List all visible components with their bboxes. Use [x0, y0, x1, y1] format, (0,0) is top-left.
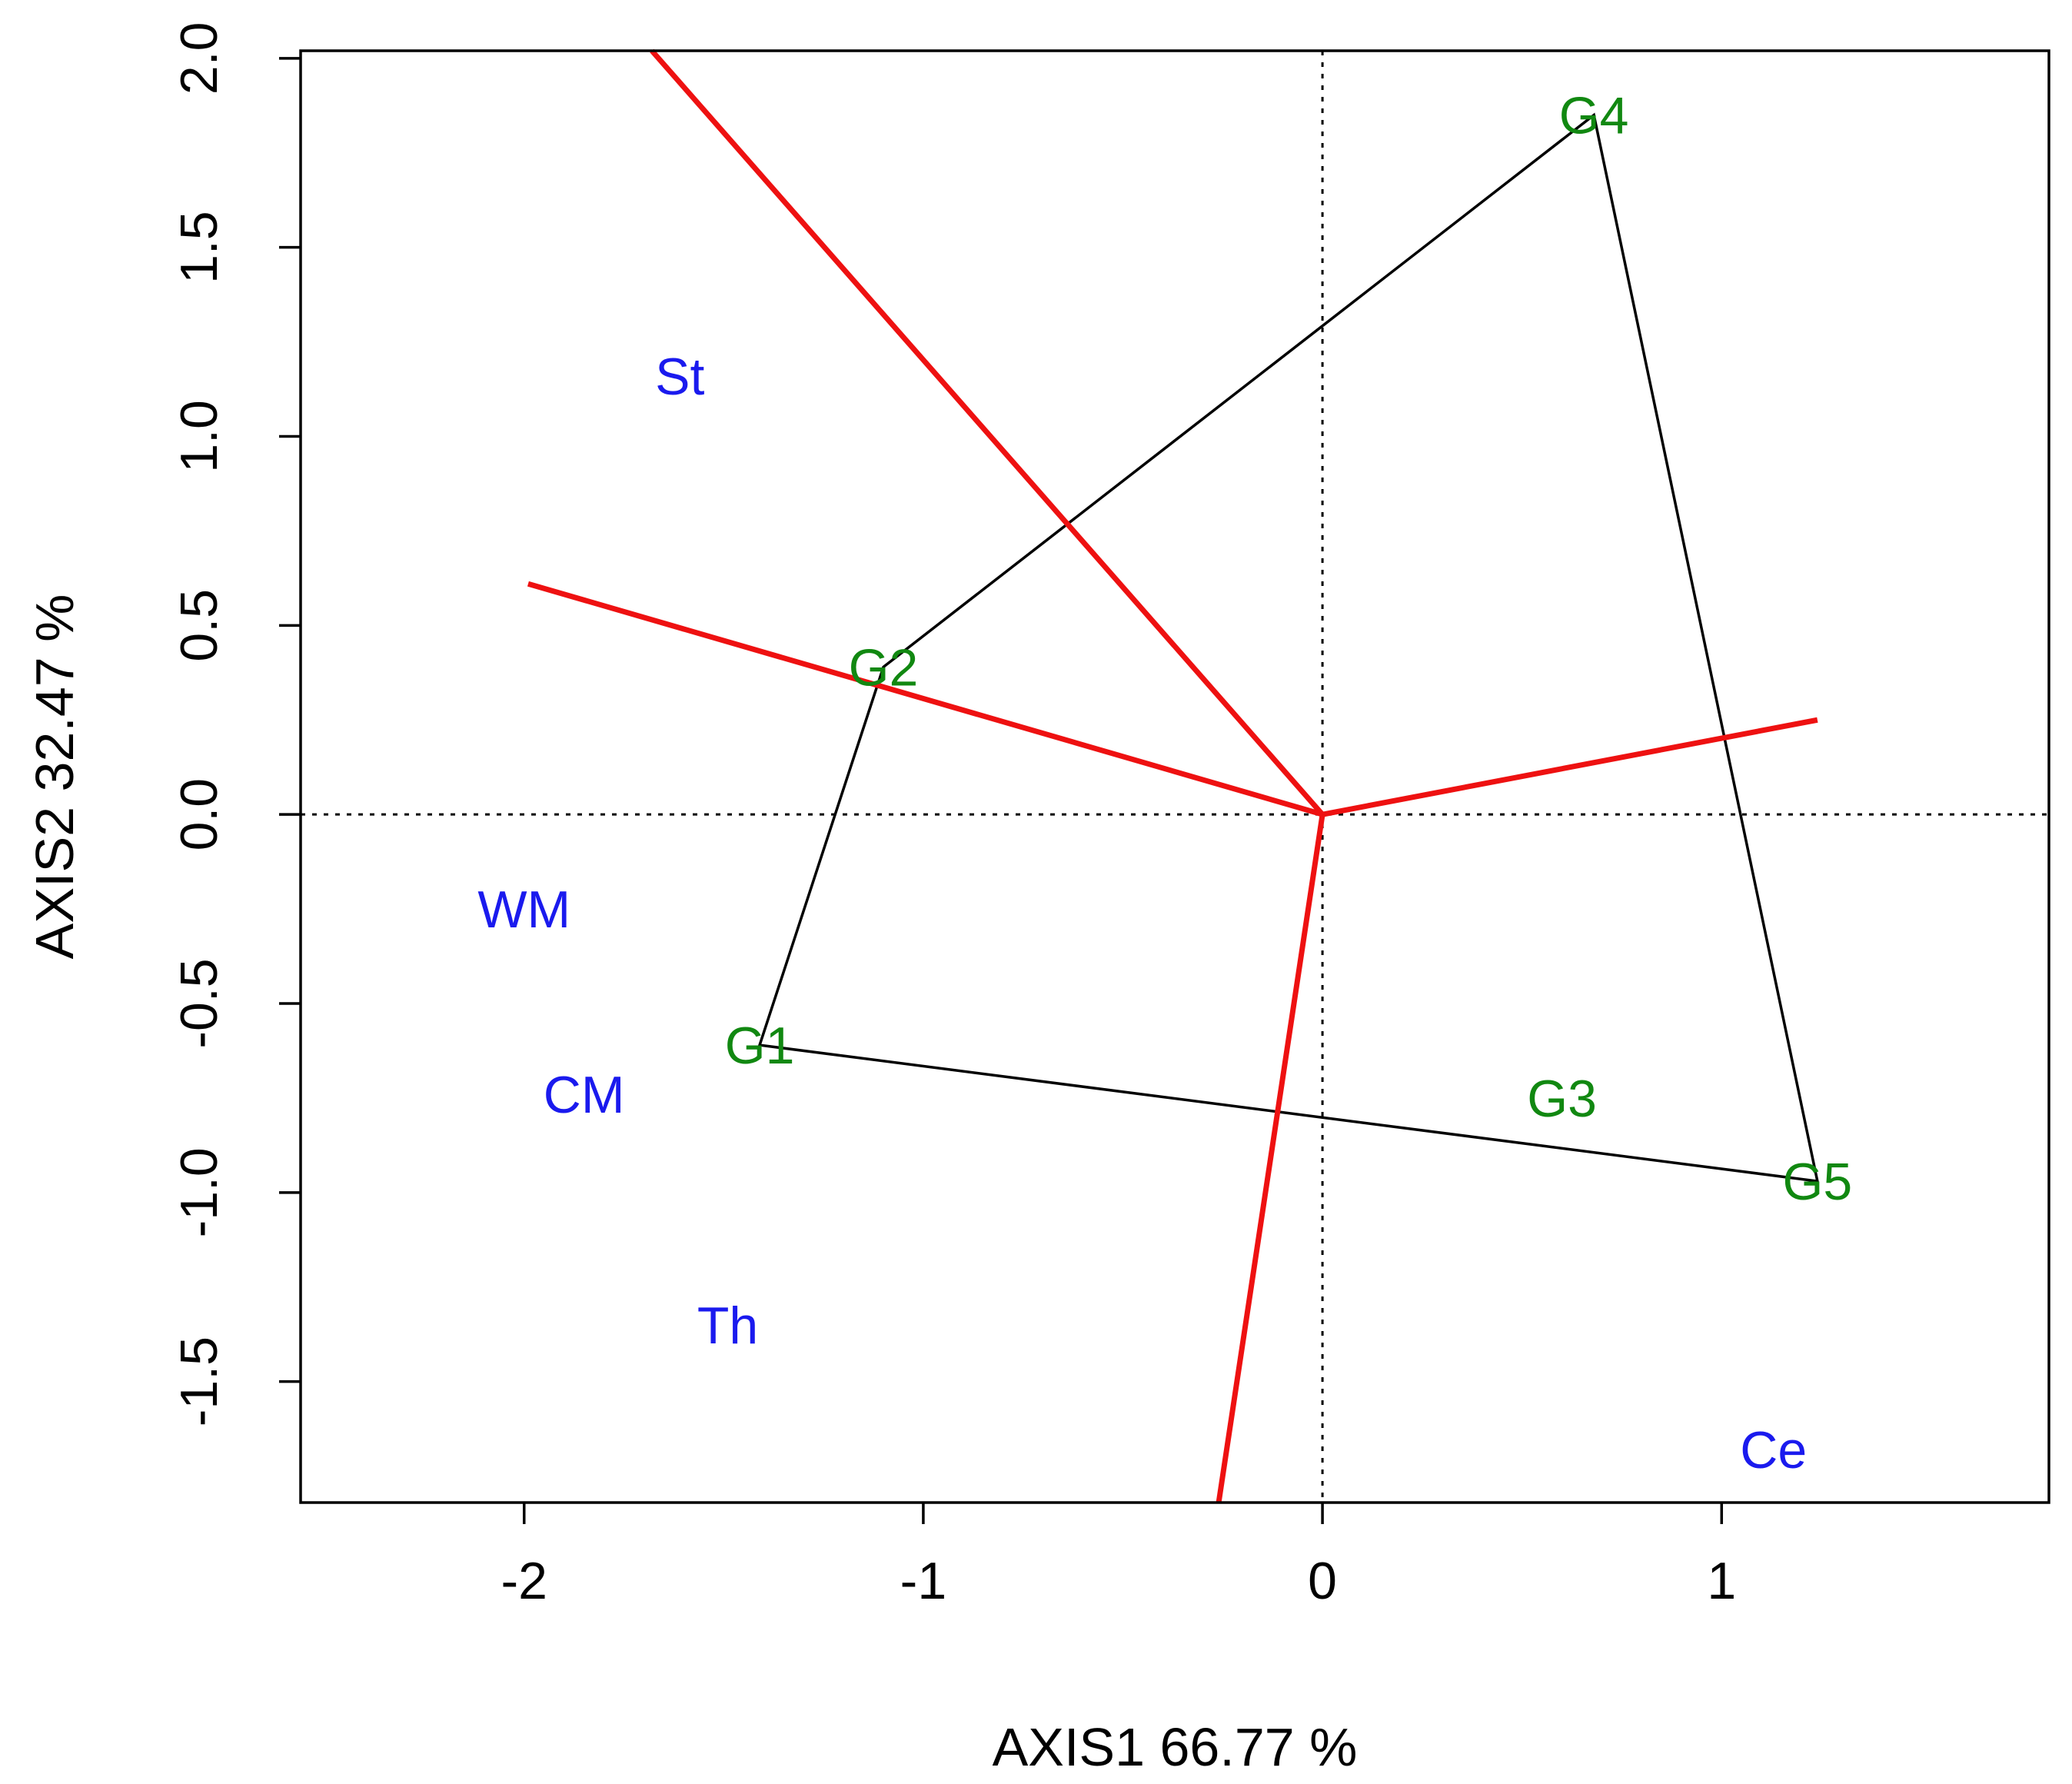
y-tick-label: -0.5: [170, 958, 228, 1048]
which-won-where-polygon: [757, 112, 1820, 1183]
sector-ray-4: [1216, 814, 1325, 1503]
genotype-label: G1: [725, 1017, 795, 1075]
x-tick-label: 1: [1707, 1552, 1736, 1610]
genotype-label: G4: [1559, 87, 1629, 145]
environment-labels: St WM CM Th Ce: [477, 348, 1807, 1479]
y-tick-label: 0.0: [170, 778, 228, 851]
polygon-layer: [757, 112, 1820, 1183]
y-tick-label: 0.5: [170, 589, 228, 662]
x-axis-title: AXIS1 66.77 %: [993, 1717, 1358, 1777]
y-tick-label: 1.5: [170, 211, 228, 284]
reference-lines: [301, 51, 2049, 1503]
plot-frame: [299, 49, 2050, 1504]
y-axis-title: AXIS2 32.47 %: [25, 594, 85, 960]
genotype-label: G2: [849, 638, 919, 697]
environment-label: St: [655, 348, 704, 406]
sector-ray-3: [1322, 717, 1818, 817]
environment-label: Ce: [1740, 1421, 1807, 1479]
y-tick-label: 1.0: [170, 400, 228, 473]
y-tick-label: -1.0: [170, 1147, 228, 1237]
x-tick-label: -1: [900, 1552, 946, 1610]
environment-label: CM: [544, 1066, 625, 1124]
environment-label: Th: [697, 1296, 758, 1355]
sector-ray-1: [650, 48, 1325, 817]
genotype-label: G5: [1783, 1153, 1853, 1211]
environment-label: WM: [477, 880, 570, 939]
y-tick-label: -1.5: [170, 1336, 228, 1426]
sector-ray-2: [527, 581, 1324, 817]
genotype-label: G3: [1527, 1070, 1597, 1128]
x-tick-label: 0: [1308, 1552, 1337, 1610]
x-tick-label: -2: [501, 1552, 547, 1610]
ray-layer: [527, 48, 1818, 1503]
genotype-labels: G1 G2 G3 G4 G5: [725, 87, 1853, 1212]
axes: -2 -1 0 1 -1.5 -1.0 -0.5 0.0 0.5 1.0 1.5 2.0: [170, 22, 1736, 1610]
y-tick-label: 2.0: [170, 22, 228, 95]
